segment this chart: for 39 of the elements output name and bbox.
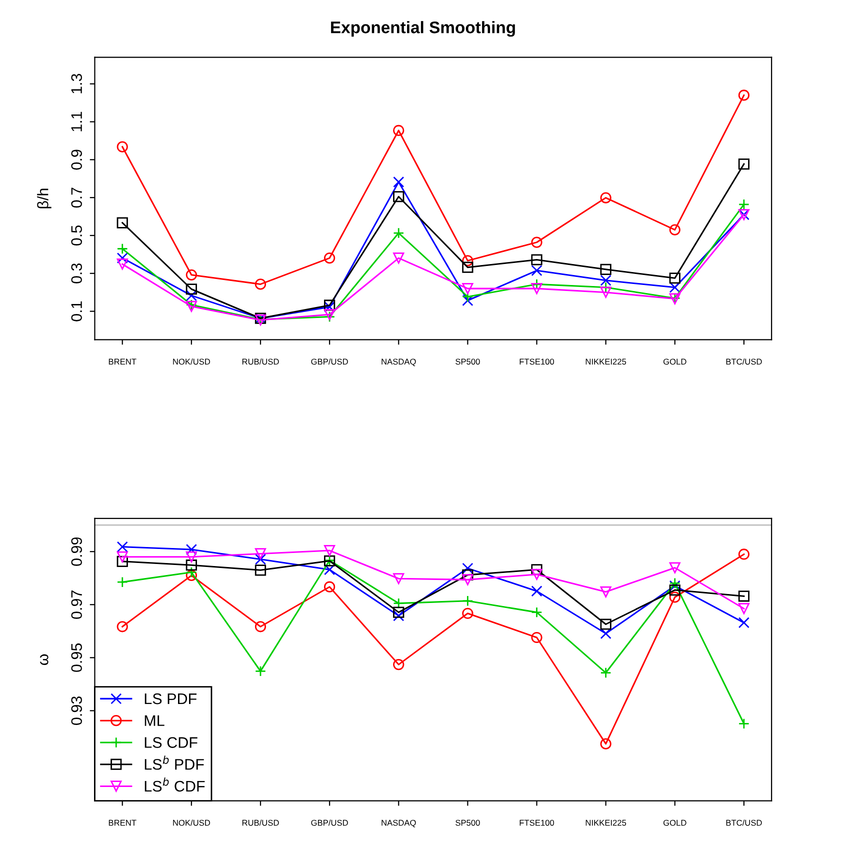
x-tick-label: RUB/USD [242,358,279,365]
x-tick-label: NIKKEI225 [586,820,626,826]
x-tick-label: BRENT [108,820,136,826]
x-tick-label: NIKKEI225 [586,358,626,365]
y-axis-title: ω [40,654,48,665]
x-tick-label: NOK/USD [173,358,210,365]
legend-label: LS$^{b}$ PDF [144,756,204,770]
x-tick-label: SP500 [456,820,480,826]
x-tick-label: BRENT [108,358,136,365]
y-tick-label: 0.7 [71,188,82,208]
chart-title: Exponential Smoothing [331,21,515,37]
y-axis-title: β/h [37,188,52,208]
x-tick-label: FTSE100 [520,820,554,826]
legend-label: LS CDF [144,737,198,748]
x-tick-label: NASDAQ [382,358,416,366]
x-tick-label: BTC/USD [726,358,762,365]
legend-label: ML [144,715,164,726]
x-tick-label: GOLD [663,820,686,826]
legend-label: LS$^{b}$ CDF [144,778,205,792]
y-tick-label: 0.95 [71,643,82,672]
y-tick-label: 0.99 [71,537,82,566]
y-tick-label: 1.3 [71,74,82,94]
y-tick-label: 0.93 [71,696,82,725]
x-tick-label: NOK/USD [173,820,210,826]
x-tick-label: GOLD [663,358,686,365]
x-tick-label: GBP/USD [311,358,348,365]
y-tick-label: 0.1 [71,301,82,322]
y-tick-label: 1.1 [71,112,82,132]
x-tick-label: GBP/USD [311,820,348,826]
legend-label: LS PDF [144,693,197,704]
x-tick-label: BTC/USD [726,820,762,826]
y-tick-label: 0.97 [71,590,82,619]
y-tick-label: 0.9 [71,150,82,170]
x-tick-label: RUB/USD [242,820,279,826]
x-tick-label: FTSE100 [520,358,554,365]
x-tick-label: SP500 [456,358,480,365]
y-tick-label: 0.3 [71,263,82,284]
x-tick-label: NASDAQ [382,820,416,828]
y-tick-label: 0.5 [71,226,82,246]
